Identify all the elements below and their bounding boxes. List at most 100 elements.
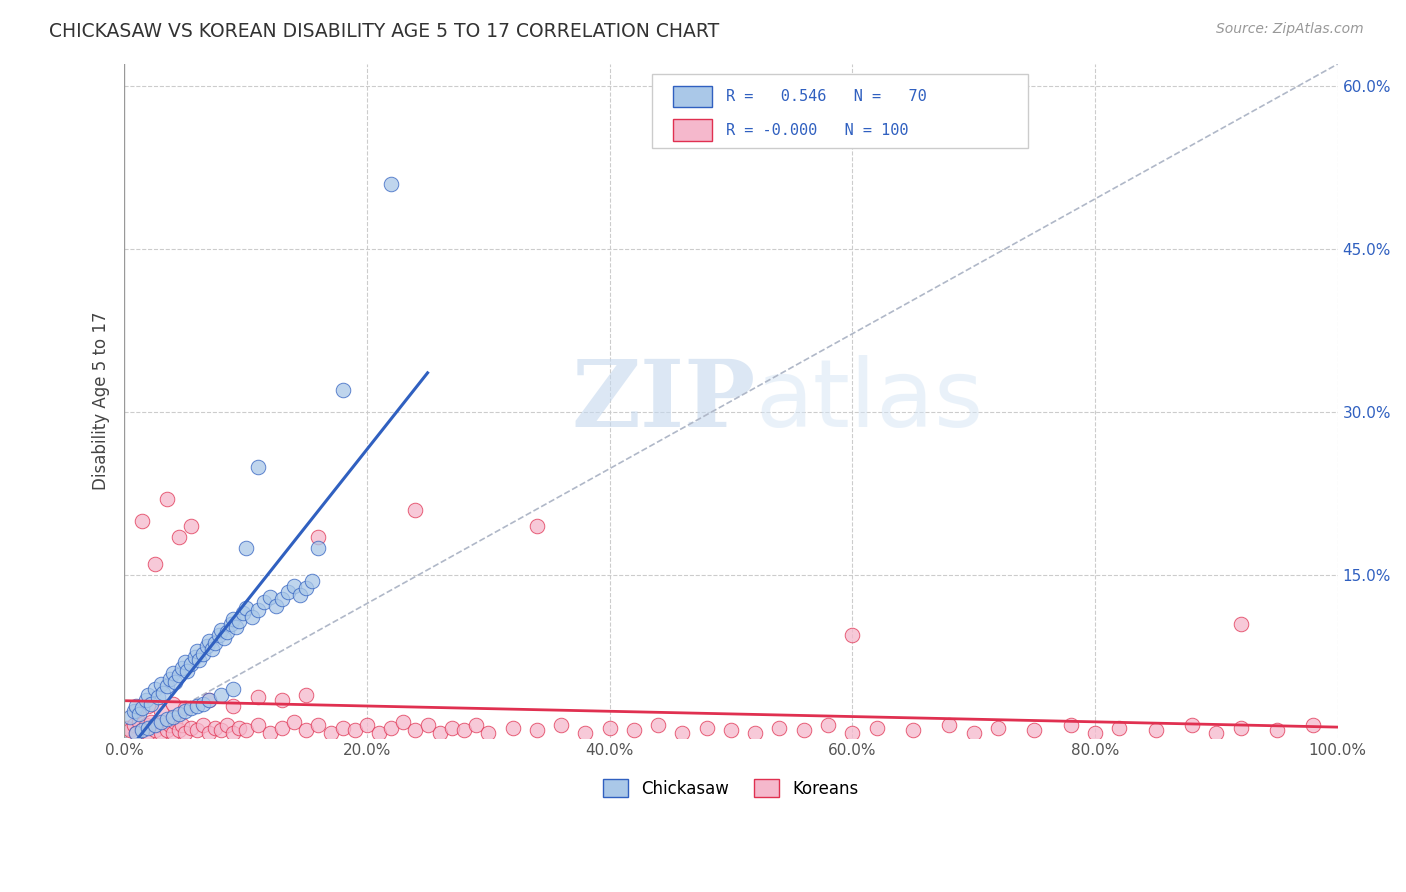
Point <box>125 726 148 740</box>
Point <box>246 718 269 732</box>
Point <box>793 723 815 737</box>
Text: CHICKASAW VS KOREAN DISABILITY AGE 5 TO 17 CORRELATION CHART: CHICKASAW VS KOREAN DISABILITY AGE 5 TO … <box>49 22 720 41</box>
Point <box>209 623 232 637</box>
Point <box>204 721 226 735</box>
Point <box>138 688 160 702</box>
Point <box>841 726 863 740</box>
Point <box>429 726 451 740</box>
Point <box>404 503 426 517</box>
Point <box>368 726 391 740</box>
Point <box>404 723 426 737</box>
Point <box>128 707 150 722</box>
Point <box>271 592 294 607</box>
Point <box>148 718 170 732</box>
Point <box>131 701 153 715</box>
Point <box>962 726 984 740</box>
Point <box>180 701 202 715</box>
Point <box>167 668 190 682</box>
Point <box>152 715 174 730</box>
Point <box>122 718 145 732</box>
Point <box>209 723 232 737</box>
Point <box>209 688 232 702</box>
Point <box>865 721 887 735</box>
Point <box>307 718 329 732</box>
Point <box>138 721 160 735</box>
Point <box>176 664 198 678</box>
Point <box>159 672 181 686</box>
Point <box>1060 718 1083 732</box>
Point <box>222 698 245 713</box>
Point <box>253 595 276 609</box>
Point <box>240 609 263 624</box>
Point <box>217 624 239 639</box>
Point <box>200 642 222 657</box>
Point <box>143 682 166 697</box>
Point <box>143 718 166 732</box>
Point <box>122 704 145 718</box>
Point <box>198 633 221 648</box>
Point <box>139 715 162 730</box>
Text: ZIP: ZIP <box>571 356 755 446</box>
Point <box>156 712 179 726</box>
Text: atlas: atlas <box>755 355 983 447</box>
Point <box>186 723 208 737</box>
Point <box>1084 726 1107 740</box>
Point <box>477 726 499 740</box>
Point <box>550 718 572 732</box>
Point <box>135 693 157 707</box>
Point <box>502 721 524 735</box>
Point <box>465 718 488 732</box>
Point <box>174 655 197 669</box>
Point <box>332 721 354 735</box>
Point <box>186 698 208 713</box>
Point <box>208 628 231 642</box>
Point <box>526 723 548 737</box>
Point <box>191 697 214 711</box>
Point <box>156 723 179 737</box>
Point <box>1108 721 1130 735</box>
Point <box>128 715 150 730</box>
Point <box>301 574 323 588</box>
Point <box>143 723 166 737</box>
Point <box>264 599 287 613</box>
Point <box>180 519 202 533</box>
Point <box>162 697 184 711</box>
Point <box>195 639 218 653</box>
Point <box>671 726 693 740</box>
Point <box>222 726 245 740</box>
Point <box>148 690 170 704</box>
Point <box>440 721 463 735</box>
Point <box>162 666 184 681</box>
Point <box>295 582 318 596</box>
Point <box>1302 718 1324 732</box>
Point <box>295 723 318 737</box>
Point <box>235 723 257 737</box>
Point <box>165 674 187 689</box>
Point <box>165 715 187 730</box>
Point <box>817 718 839 732</box>
Text: R = -0.000   N = 100: R = -0.000 N = 100 <box>725 122 908 137</box>
Point <box>191 647 214 661</box>
Point <box>1205 726 1227 740</box>
Point <box>198 726 221 740</box>
Point <box>453 723 475 737</box>
Point <box>125 704 148 718</box>
Point <box>139 697 162 711</box>
Point <box>172 661 194 675</box>
Point <box>191 718 214 732</box>
Point <box>162 726 184 740</box>
Point <box>283 715 305 730</box>
Point <box>1144 723 1167 737</box>
Point <box>131 723 153 737</box>
Point <box>167 530 190 544</box>
Point <box>307 530 329 544</box>
Point <box>901 723 924 737</box>
Point <box>156 679 179 693</box>
Point <box>574 726 596 740</box>
Point <box>149 726 172 740</box>
Point <box>271 693 294 707</box>
Point <box>174 726 197 740</box>
Point <box>356 718 378 732</box>
Point <box>198 693 221 707</box>
Point <box>623 723 645 737</box>
